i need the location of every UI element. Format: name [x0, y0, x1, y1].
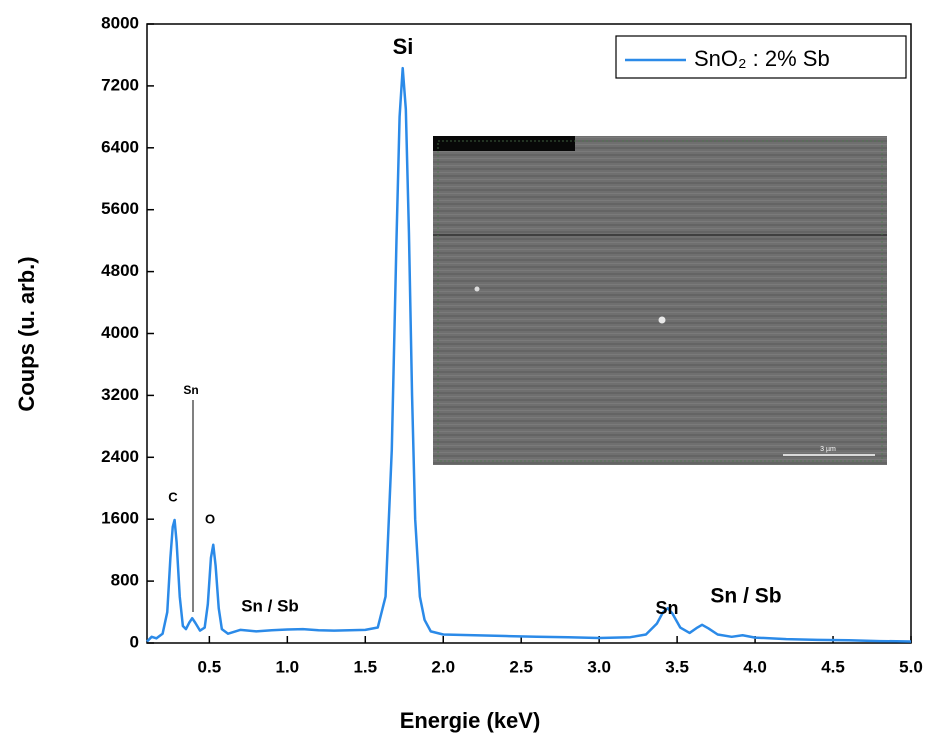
legend-label: SnO₂ : 2% Sb — [694, 46, 830, 71]
annotation: Sn / Sb — [241, 596, 299, 615]
y-tick-label: 0 — [130, 632, 139, 651]
y-tick-label: 5600 — [101, 199, 139, 218]
y-tick-label: 4000 — [101, 323, 139, 342]
y-tick-label: 2400 — [101, 447, 139, 466]
x-tick-label: 3.0 — [587, 657, 611, 676]
y-tick-label: 1600 — [101, 509, 139, 528]
annotation: Sn / Sb — [710, 585, 781, 608]
x-tick-label: 0.5 — [198, 657, 222, 676]
annotation: Sn — [655, 598, 678, 618]
y-tick-label: 8000 — [101, 13, 139, 32]
x-axis-label: Energie (keV) — [400, 708, 541, 733]
y-tick-label: 6400 — [101, 137, 139, 156]
data-line — [146, 66, 912, 643]
annotation: O — [205, 511, 215, 526]
y-axis-label: Coups (u. arb.) — [14, 256, 39, 411]
y-tick-label: 4800 — [101, 261, 139, 280]
x-tick-label: 1.5 — [353, 657, 377, 676]
x-tick-label: 4.5 — [821, 657, 845, 676]
inset-scale: 3 µm — [820, 446, 836, 453]
annotation: Sn — [183, 383, 198, 397]
x-tick-label: 1.0 — [276, 657, 300, 676]
y-tick-label: 800 — [111, 571, 139, 590]
x-tick-label: 2.5 — [509, 657, 533, 676]
legend: SnO₂ : 2% Sb — [615, 35, 907, 79]
annotation: Si — [393, 34, 414, 59]
y-tick-label: 7200 — [101, 75, 139, 94]
y-tick-label: 3200 — [101, 385, 139, 404]
annotation: C — [168, 489, 178, 504]
x-tick-label: 4.0 — [743, 657, 767, 676]
x-tick-label: 5.0 — [899, 657, 923, 676]
x-tick-label: 2.0 — [431, 657, 455, 676]
sem-inset: 3 µm — [433, 136, 887, 465]
x-tick-label: 3.5 — [665, 657, 689, 676]
